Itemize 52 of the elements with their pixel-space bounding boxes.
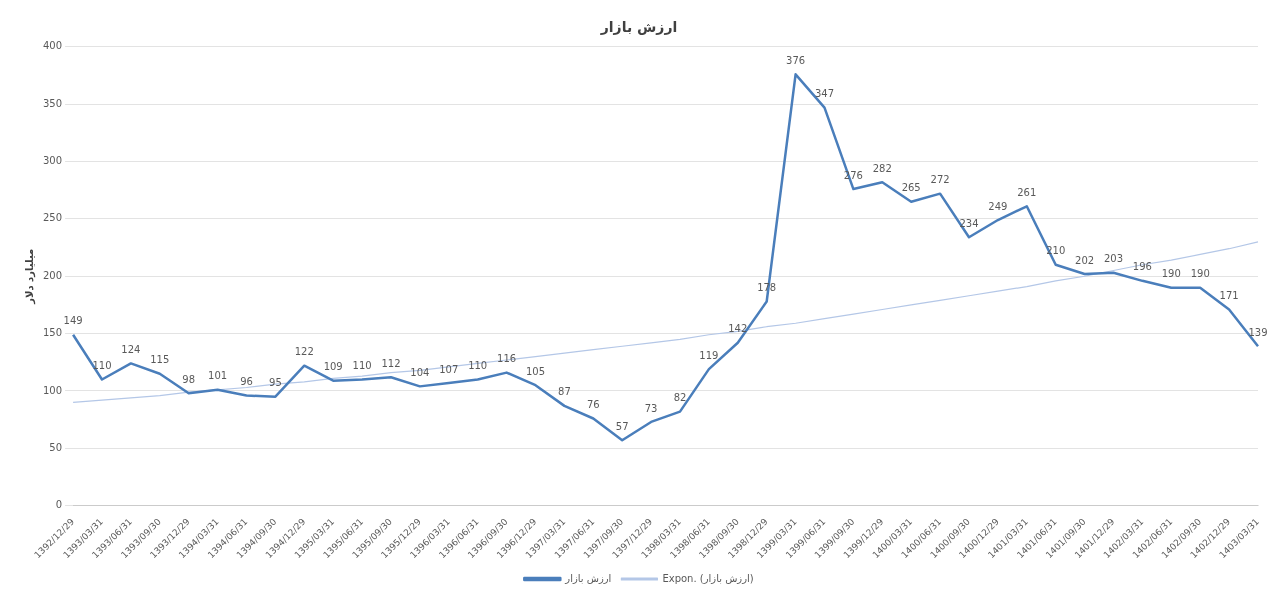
legend-label: Expon. (ارزش بازار) [662, 572, 754, 584]
y-tick-label: 250 [42, 212, 63, 224]
data-label: 203 [1103, 253, 1124, 265]
data-label: 107 [439, 363, 459, 375]
data-label: 142 [728, 323, 748, 335]
data-label: 112 [381, 357, 401, 369]
y-axis-title: میلیارد دلار [23, 248, 36, 305]
data-label: 116 [497, 353, 517, 365]
data-label: 202 [1075, 254, 1095, 266]
data-label: 149 [63, 315, 83, 327]
data-label: 115 [150, 354, 170, 366]
data-label: 110 [352, 360, 372, 372]
data-label: 119 [699, 349, 719, 361]
data-label: 73 [644, 402, 658, 414]
data-label: 96 [240, 376, 253, 388]
y-tick-label: 0 [55, 499, 63, 511]
data-label: 109 [323, 361, 343, 373]
data-label: 87 [558, 386, 571, 398]
data-label: 265 [901, 182, 921, 194]
data-label: 234 [959, 217, 979, 229]
data-label: 376 [786, 54, 806, 66]
data-label: 76 [586, 399, 600, 411]
data-label: 282 [872, 162, 892, 174]
y-tick-label: 200 [42, 269, 63, 281]
data-label: 57 [615, 420, 629, 432]
data-label: 171 [1219, 290, 1239, 302]
data-label: 347 [814, 88, 835, 100]
data-label: 104 [410, 366, 430, 378]
legend-label: ارزش بازار [564, 572, 612, 584]
data-label: 122 [294, 346, 314, 358]
data-label: 95 [269, 377, 282, 389]
y-tick-label: 50 [49, 441, 63, 453]
data-label: 190 [1161, 268, 1181, 280]
y-tick-label: 400 [42, 40, 63, 52]
data-label: 261 [1017, 186, 1037, 198]
y-tick-label: 100 [42, 384, 63, 396]
y-tick-label: 150 [42, 327, 63, 339]
data-label: 101 [208, 370, 228, 382]
data-label: 139 [1248, 326, 1268, 338]
data-label: 190 [1190, 268, 1210, 280]
data-label: 82 [673, 392, 687, 404]
data-label: 249 [988, 200, 1008, 212]
data-label: 272 [930, 174, 950, 186]
y-tick-label: 300 [42, 155, 63, 167]
data-label: 196 [1132, 261, 1152, 273]
data-label: 98 [182, 373, 196, 385]
y-tick-label: 350 [42, 97, 63, 109]
data-label: 110 [92, 360, 112, 372]
data-label: 105 [525, 365, 546, 377]
chart-title: ارزش بازار [599, 19, 678, 36]
data-label: 110 [468, 360, 488, 372]
data-label: 124 [121, 344, 141, 356]
